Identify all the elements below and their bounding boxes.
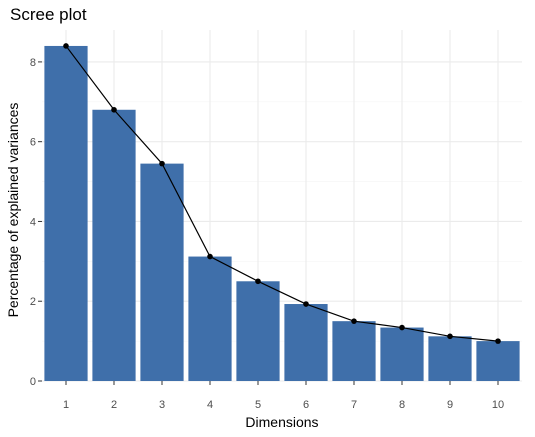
bar-dimension-1 (44, 45, 88, 382)
point-dimension-8 (399, 324, 405, 331)
bar-dimension-5 (236, 281, 280, 381)
point-dimension-1 (63, 43, 69, 49)
x-tick-label: 1 (63, 399, 69, 411)
x-tick-label: 3 (159, 399, 165, 411)
bar-dimension-3 (140, 163, 184, 381)
point-dimension-9 (447, 333, 453, 340)
axes: 0 2 4 6 8 1 2 3 4 5 6 7 8 9 10 (30, 57, 504, 411)
x-tick-label: 6 (303, 399, 309, 411)
x-tick-label: 7 (351, 399, 357, 411)
x-axis-title: Dimensions (245, 414, 318, 430)
bar-dimension-9 (428, 336, 472, 381)
y-tick-label: 4 (30, 216, 36, 228)
trend-line (65, 45, 499, 342)
point-dimension-2 (111, 106, 117, 113)
variance-line (65, 45, 499, 342)
bar-dimension-2 (92, 109, 136, 381)
point-dimension-3 (159, 160, 165, 167)
y-axis-title: Percentage of explained variances (5, 103, 21, 318)
x-tick-label: 10 (492, 399, 504, 411)
bar-dimension-10 (476, 341, 520, 381)
point-dimension-10 (495, 338, 501, 344)
point-dimension-6 (303, 301, 309, 307)
point-dimension-4 (207, 253, 213, 260)
y-tick-label: 8 (30, 57, 36, 69)
y-tick-label: 6 (30, 137, 36, 149)
point-dimension-5 (255, 278, 261, 285)
x-tick-label: 8 (399, 399, 405, 411)
x-tick-label: 9 (447, 399, 453, 411)
x-tick-label: 4 (207, 399, 213, 411)
bar-dimension-6 (284, 304, 328, 381)
bar-dimension-4 (188, 256, 232, 381)
point-dimension-7 (351, 318, 357, 324)
y-tick-label: 0 (30, 376, 36, 388)
trend-points (63, 43, 501, 344)
bar-dimension-8 (380, 327, 424, 381)
x-tick-label: 2 (111, 399, 117, 411)
chart-title: Scree plot (10, 5, 87, 24)
bars (44, 45, 520, 382)
y-tick-label: 2 (30, 296, 36, 308)
bar-dimension-7 (332, 321, 376, 381)
x-tick-label: 5 (255, 399, 261, 411)
